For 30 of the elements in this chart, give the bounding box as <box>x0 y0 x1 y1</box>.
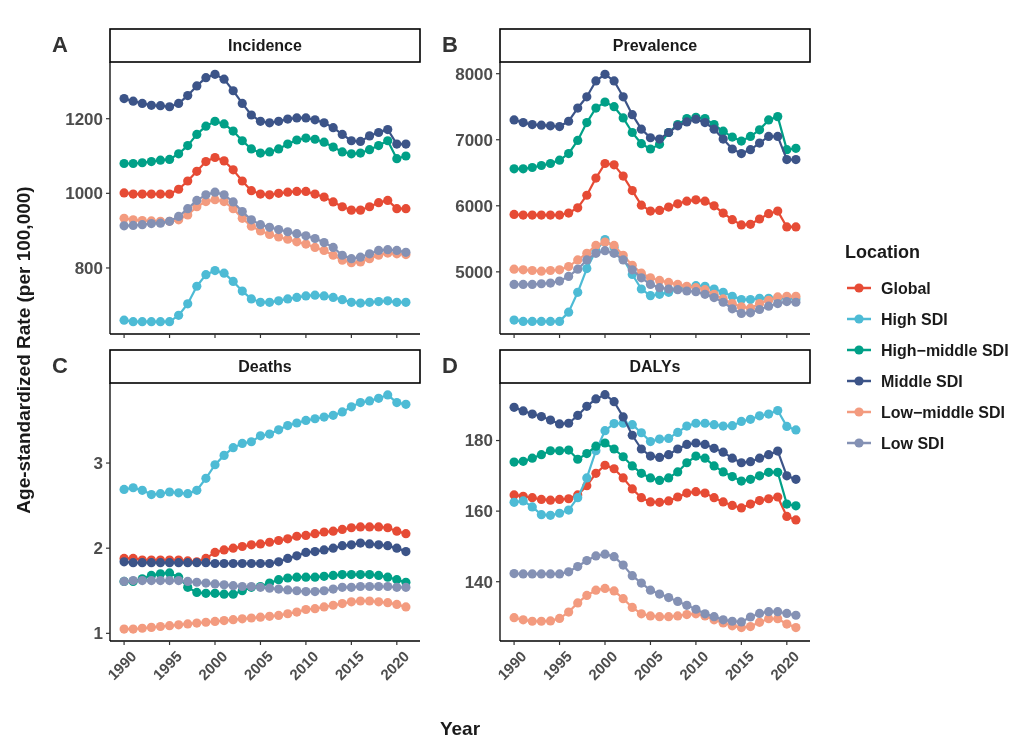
legend-label: High−middle SDI <box>881 341 1009 359</box>
legend-label: Low−middle SDI <box>881 403 1006 421</box>
chart-title: Prevalence <box>612 37 698 54</box>
chart-title: Deaths <box>238 358 292 375</box>
legend-title: Location <box>845 242 920 262</box>
legend-label: Low SDI <box>881 434 945 452</box>
legend-label: High SDI <box>881 310 948 328</box>
chart-title: DALYs <box>629 358 681 375</box>
y-tick-label: 140 <box>464 572 493 592</box>
y-axis-title: Age-standardized Rate (per 100,000) <box>13 186 34 514</box>
y-tick-label: 6000 <box>455 196 493 216</box>
x-axis-title: Year <box>439 718 481 739</box>
y-tick-label: 1 <box>93 624 103 644</box>
text: C <box>52 353 68 378</box>
y-tick-label: 180 <box>464 431 493 451</box>
y-tick-label: 5000 <box>455 262 493 282</box>
y-tick-label: 3 <box>93 453 103 473</box>
text: D <box>442 353 458 378</box>
y-tick-label: 800 <box>74 258 103 278</box>
y-tick-label: 1000 <box>65 184 103 204</box>
y-tick-label: 160 <box>464 502 493 522</box>
y-tick-label: 8000 <box>455 64 493 84</box>
y-tick-label: 7000 <box>455 130 493 150</box>
y-tick-label: 1200 <box>65 109 103 129</box>
legend-label: Global <box>881 279 931 297</box>
text: B <box>442 32 458 57</box>
legend-label: Middle SDI <box>881 372 963 390</box>
text: A <box>52 32 68 57</box>
y-tick-label: 2 <box>93 539 103 559</box>
chart-title: Incidence <box>228 37 302 54</box>
